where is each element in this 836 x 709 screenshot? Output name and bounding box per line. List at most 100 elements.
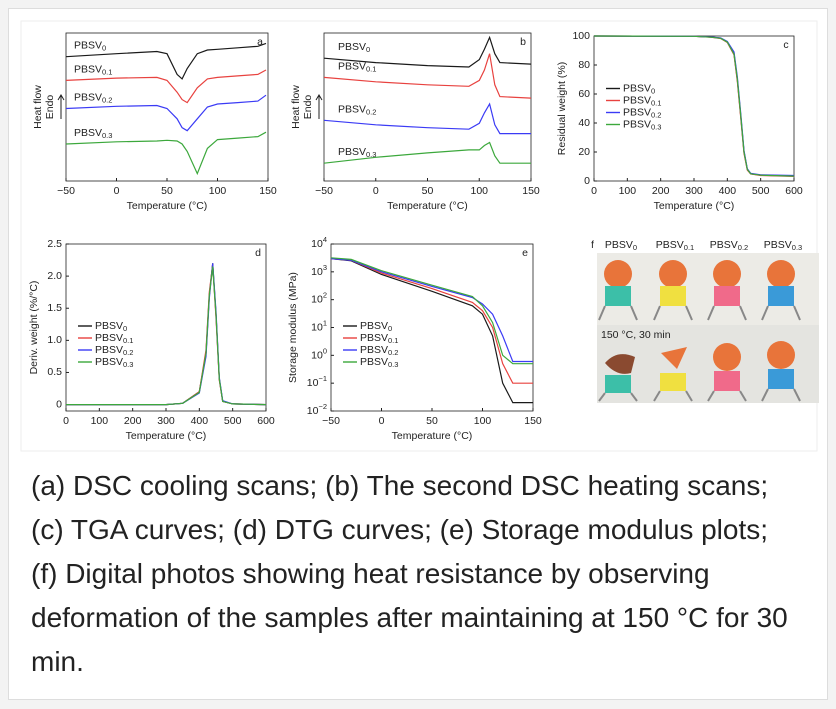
y-axis-label: Storage modulus (MPa) xyxy=(287,272,299,383)
caption: (a) DSC cooling scans; (b) The second DS… xyxy=(31,470,788,677)
direction-arrow xyxy=(57,94,65,119)
x-tick-label: 500 xyxy=(752,185,770,197)
x-tick-label: 150 xyxy=(259,185,277,197)
x-tick-label: 0 xyxy=(63,415,69,427)
legend-label: PBSV0.3 xyxy=(360,356,398,369)
legend-label: PBSV0.2 xyxy=(360,344,398,357)
x-tick-label: 300 xyxy=(157,415,175,427)
panel-label: d xyxy=(255,247,261,259)
y-tick-label: 2.0 xyxy=(47,270,62,282)
y-axis-label: Heat flow xyxy=(290,85,302,129)
y-tick-label: 100 xyxy=(311,346,327,361)
x-axis-label: Temperature (°C) xyxy=(127,200,208,212)
photo: f PBSV0 PBSV0.1 PBSV0.2 PBSV0.3 150 °C, 30 mi… xyxy=(591,239,819,403)
x-tick-label: 600 xyxy=(785,185,803,197)
x-tick-label: −50 xyxy=(315,185,333,197)
legend-label: PBSV0.2 xyxy=(95,344,133,357)
series-line xyxy=(323,53,532,99)
x-tick-label: 150 xyxy=(522,185,540,197)
x-tick-label: 400 xyxy=(719,185,737,197)
series-line xyxy=(330,258,533,384)
panel-label: c xyxy=(783,39,788,51)
series-line xyxy=(323,102,531,135)
legend-label: PBSV0.2 xyxy=(74,91,112,104)
y-tick-label: 60 xyxy=(578,88,590,100)
y-tick-label: 40 xyxy=(578,117,590,129)
clips-top xyxy=(598,260,801,321)
x-tick-label: 150 xyxy=(524,415,542,427)
legend-label: PBSV0.2 xyxy=(623,106,661,119)
legend-label: PBSV0 xyxy=(338,41,370,54)
legend-label: PBSV0.1 xyxy=(95,332,133,345)
series-line xyxy=(323,35,532,68)
y-tick-label: 20 xyxy=(578,146,590,158)
x-tick-label: 600 xyxy=(257,415,275,427)
card: f PBSV0 PBSV0.1 PBSV0.2 PBSV0.3 150 °C, 30 mi… xyxy=(8,8,828,700)
series-line xyxy=(65,131,267,176)
panel-label: e xyxy=(522,247,528,259)
y-axis-label: Deriv. weight (%/°C) xyxy=(28,281,40,375)
y-tick-label: 10−1 xyxy=(307,374,327,389)
x-axis-label: Temperature (°C) xyxy=(654,200,735,212)
x-tick-label: 50 xyxy=(161,185,173,197)
clips-bottom xyxy=(598,341,801,402)
series-line xyxy=(593,35,795,177)
x-tick-label: 500 xyxy=(224,415,242,427)
y-tick-label: 1.5 xyxy=(47,302,62,314)
y-tick-label: 101 xyxy=(311,318,327,333)
series-line xyxy=(65,94,267,132)
y-tick-label: 100 xyxy=(572,30,590,42)
x-axis-label: Temperature (°C) xyxy=(392,430,473,442)
series-line xyxy=(65,42,267,80)
y-tick-label: 1.0 xyxy=(47,334,62,346)
x-tick-label: 100 xyxy=(470,185,488,197)
x-tick-label: −50 xyxy=(322,415,340,427)
legend-label: PBSV0 xyxy=(360,320,392,333)
legend-label: PBSV0.1 xyxy=(74,63,112,76)
legend-label: PBSV0 xyxy=(74,39,106,52)
panel-label: a xyxy=(257,36,263,48)
x-tick-label: 100 xyxy=(91,415,109,427)
legend-label: PBSV0 xyxy=(95,320,127,333)
y-tick-label: 2.5 xyxy=(47,238,62,250)
legend-label: PBSV0.3 xyxy=(74,127,112,140)
y-tick-label: 10−2 xyxy=(307,402,327,417)
photo-label: PBSV0 xyxy=(605,239,637,252)
y-tick-label: 80 xyxy=(578,59,590,71)
legend-label: PBSV0.1 xyxy=(623,94,661,107)
direction-label: Endo xyxy=(302,95,314,120)
panel-label: f xyxy=(591,239,594,251)
photo-condition: 150 °C, 30 min xyxy=(601,329,671,341)
series-line xyxy=(330,257,533,365)
x-tick-label: 400 xyxy=(191,415,209,427)
legend-label: PBSV0 xyxy=(623,82,655,95)
series-line xyxy=(323,141,531,164)
direction-arrow xyxy=(315,94,323,119)
legend-label: PBSV0.3 xyxy=(623,118,661,131)
x-tick-label: 100 xyxy=(474,415,492,427)
legend-label: PBSV0.3 xyxy=(338,146,376,159)
series-line xyxy=(66,266,267,406)
series-line xyxy=(330,258,533,404)
x-tick-label: 100 xyxy=(209,185,227,197)
x-tick-label: −50 xyxy=(57,185,75,197)
y-tick-label: 0 xyxy=(56,398,62,410)
legend-label: PBSV0.1 xyxy=(360,332,398,345)
x-tick-label: 100 xyxy=(619,185,637,197)
x-tick-label: 200 xyxy=(652,185,670,197)
x-tick-label: 50 xyxy=(422,185,434,197)
panel-label: b xyxy=(520,36,526,48)
x-tick-label: 0 xyxy=(114,185,120,197)
y-tick-label: 0.5 xyxy=(47,366,62,378)
direction-label: Endo xyxy=(44,95,56,120)
y-axis-label: Residual weight (%) xyxy=(556,62,568,155)
series-line xyxy=(65,69,267,104)
x-tick-label: 50 xyxy=(426,415,438,427)
y-tick-label: 103 xyxy=(311,263,327,278)
y-tick-label: 0 xyxy=(584,175,590,187)
x-tick-label: 0 xyxy=(373,185,379,197)
y-tick-label: 104 xyxy=(311,235,327,250)
legend-label: PBSV0.2 xyxy=(338,103,376,116)
x-tick-label: 200 xyxy=(124,415,142,427)
